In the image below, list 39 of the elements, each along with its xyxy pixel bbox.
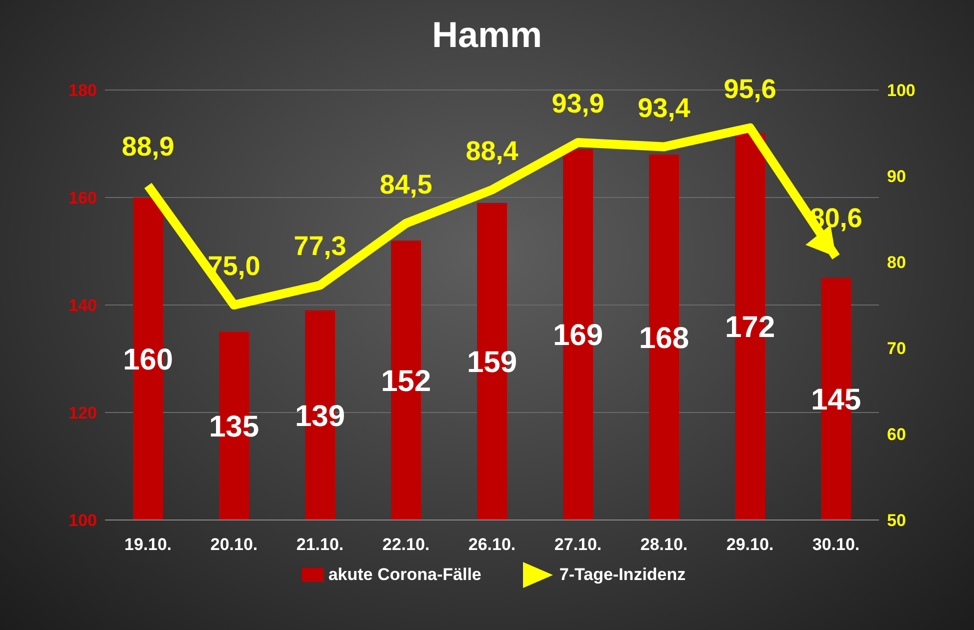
data-label: 88,9 xyxy=(122,131,174,162)
y2-tick-label: 90 xyxy=(887,167,906,186)
data-label: 145 xyxy=(810,384,862,417)
data-label: 160 xyxy=(122,343,174,376)
y2-tick-label: 60 xyxy=(887,425,906,444)
data-label: 135 xyxy=(208,410,260,444)
y-tick-label: 160 xyxy=(68,188,97,208)
x-tick-label: 30.10. xyxy=(812,535,860,554)
x-tick-label: 21.10. xyxy=(296,535,344,554)
data-label: 77,3 xyxy=(294,231,346,262)
data-label: 139 xyxy=(294,400,346,433)
data-label: 88,4 xyxy=(466,136,518,166)
data-label: 93,9 xyxy=(552,88,604,118)
data-label: 172 xyxy=(724,311,776,344)
x-tick-label: 27.10. xyxy=(554,535,602,554)
data-label: 159 xyxy=(466,346,518,380)
x-tick-label: 19.10. xyxy=(124,535,172,554)
y2-tick-label: 70 xyxy=(887,339,906,358)
data-label: 169 xyxy=(552,319,604,352)
y-tick-label: 120 xyxy=(68,404,97,423)
y2-tick-label: 50 xyxy=(887,511,906,530)
x-tick-label: 26.10. xyxy=(468,535,516,554)
y-tick-label: 140 xyxy=(68,296,97,316)
y2-tick-label: 100 xyxy=(887,81,916,100)
x-tick-label: 28.10. xyxy=(640,535,688,554)
x-tick-label: 20.10. xyxy=(210,535,258,554)
y2-tick-label: 80 xyxy=(887,253,906,272)
y-tick-label: 100 xyxy=(68,511,97,530)
data-label: 95,6 xyxy=(724,74,776,104)
chart-title: Hamm xyxy=(430,14,544,56)
data-label: 152 xyxy=(380,364,432,398)
legend-label: akute Corona-Fälle xyxy=(328,565,482,585)
legend-label: 7-Tage-Inzidenz xyxy=(559,565,686,585)
x-tick-label: 29.10. xyxy=(726,535,774,554)
data-label: 93,4 xyxy=(638,92,690,123)
y-tick-label: 180 xyxy=(68,81,97,100)
x-tick-label: 22.10. xyxy=(382,535,430,554)
data-label: 168 xyxy=(638,322,690,355)
data-label: 84,5 xyxy=(380,169,432,200)
